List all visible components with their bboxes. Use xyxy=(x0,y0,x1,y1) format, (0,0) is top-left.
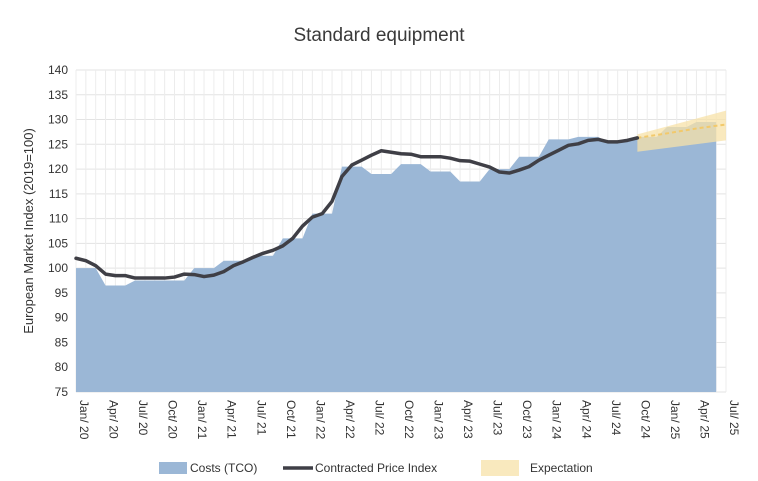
line-layer xyxy=(74,136,640,280)
legend-label-price-index: Contracted Price Index xyxy=(315,461,437,475)
x-tick-label: Jul/ 24 xyxy=(609,400,623,436)
expectation-line xyxy=(637,123,727,139)
legend-label-expectation: Expectation xyxy=(530,461,593,475)
x-tick-label: Jan/ 23 xyxy=(432,400,446,440)
x-tick-label: Apr/ 23 xyxy=(461,400,475,439)
legend-swatch-costs xyxy=(159,462,187,474)
y-tick-label: 105 xyxy=(48,236,68,250)
y-tick-label: 90 xyxy=(55,311,69,325)
y-tick-label: 80 xyxy=(55,360,69,374)
y-tick-label: 120 xyxy=(48,162,68,176)
x-tick-label: Apr/ 21 xyxy=(225,400,239,439)
band-layer xyxy=(637,110,727,152)
y-tick-label: 140 xyxy=(48,63,68,77)
chart-title: Standard equipment xyxy=(293,25,465,46)
y-tick-label: 130 xyxy=(48,113,68,127)
x-tick-label: Oct/ 21 xyxy=(284,400,298,439)
x-tick-label: Jul/ 20 xyxy=(136,400,150,436)
y-tick-label: 95 xyxy=(55,286,69,300)
x-tick-label: Oct/ 23 xyxy=(520,400,534,439)
legend-swatch-expectation xyxy=(481,460,519,476)
price-index-line xyxy=(74,136,640,280)
x-tick-label: Apr/ 25 xyxy=(697,400,711,439)
x-tick-label: Jan/ 21 xyxy=(195,400,209,440)
x-tick-label: Oct/ 20 xyxy=(166,400,180,439)
x-tick-label: Jul/ 25 xyxy=(727,400,741,436)
legend-label-costs: Costs (TCO) xyxy=(190,461,257,475)
x-tick-label: Jan/ 20 xyxy=(77,400,91,440)
x-tick-label: Jul/ 22 xyxy=(372,400,386,436)
x-tick-label: Oct/ 24 xyxy=(638,400,652,439)
x-tick-label: Jan/ 24 xyxy=(550,400,564,440)
y-tick-label: 85 xyxy=(55,335,69,349)
x-tick-label: Apr/ 24 xyxy=(579,400,593,439)
y-tick-label: 110 xyxy=(49,212,68,226)
costs-area xyxy=(76,122,717,392)
x-tick-label: Apr/ 20 xyxy=(107,400,121,439)
area-layer xyxy=(76,122,717,392)
axis-layer: 75 80 85 90 95 100 105 110 115 120 125 130 135 140 Jan… xyxy=(48,63,741,440)
legend: Costs (TCO) Contracted Price Index Expecta… xyxy=(159,460,593,476)
x-tick-label: Jul/ 23 xyxy=(491,400,505,436)
y-axis-label: European Market Index (2019=100) xyxy=(21,128,36,334)
x-tick-label: Apr/ 22 xyxy=(343,400,357,439)
y-tick-label: 125 xyxy=(48,137,68,151)
y-tick-label: 100 xyxy=(48,261,68,275)
x-tick-label: Jul/ 21 xyxy=(254,400,268,436)
x-tick-label: Oct/ 22 xyxy=(402,400,416,439)
y-tick-label: 135 xyxy=(48,88,68,102)
x-tick-label: Jan/ 25 xyxy=(668,400,682,440)
y-tick-label: 75 xyxy=(55,385,69,399)
y-tick-label: 115 xyxy=(49,187,68,201)
x-tick-label: Jan/ 22 xyxy=(313,400,327,440)
